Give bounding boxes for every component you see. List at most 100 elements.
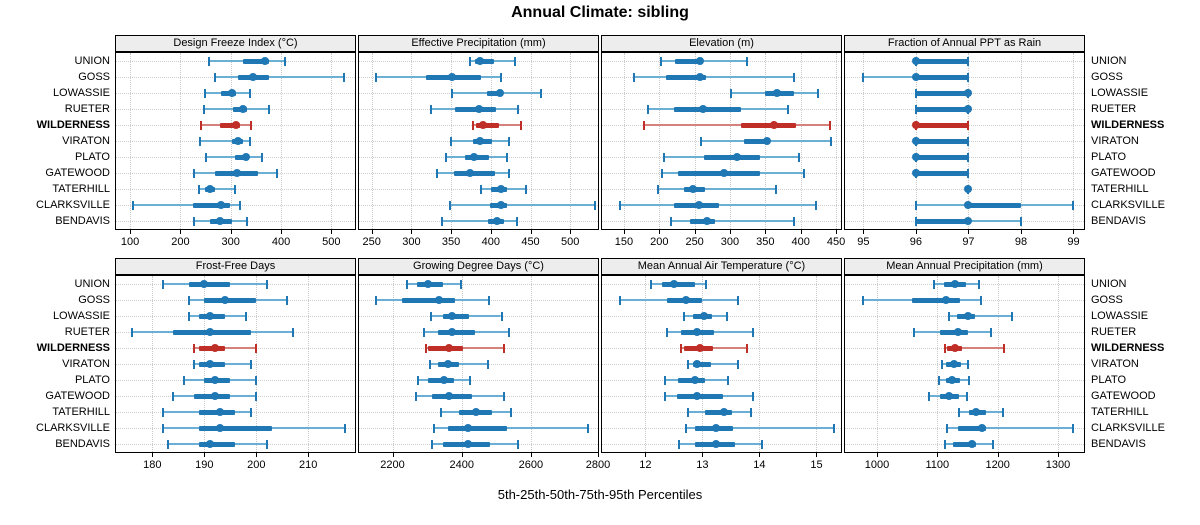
axis-tick-label: 100 xyxy=(120,236,140,248)
whisker-end-cap xyxy=(444,152,447,162)
whisker-end-cap xyxy=(539,88,542,98)
median-dot xyxy=(497,201,506,209)
interquartile-bar xyxy=(915,170,969,176)
median-dot xyxy=(694,201,703,209)
median-dot xyxy=(495,89,504,97)
axis-tick-label: 400 xyxy=(271,236,291,248)
interquartile-bar xyxy=(740,122,797,128)
median-dot xyxy=(763,137,772,145)
interquartile-bar xyxy=(968,202,1021,208)
site-label-right: TATERHILL xyxy=(1091,405,1149,418)
whisker-end-cap xyxy=(967,152,970,162)
interquartile-bar xyxy=(454,170,495,176)
axis-tick-label: 1000 xyxy=(864,459,890,471)
whisker-end-cap xyxy=(830,136,833,146)
whisker-end-cap xyxy=(250,407,253,417)
whisker-end-cap xyxy=(729,88,732,98)
median-dot xyxy=(205,312,214,320)
whisker-end-cap xyxy=(586,423,589,433)
whisker-end-cap xyxy=(524,184,527,194)
whisker-end-cap xyxy=(130,327,133,337)
median-dot xyxy=(711,440,720,448)
whisker-end-cap xyxy=(663,391,666,401)
panel-plot xyxy=(115,52,356,230)
site-label-right: CLARKSVILLE xyxy=(1091,421,1165,434)
site-label-right: VIRATON xyxy=(1091,357,1139,370)
site-label-right: GATEWOOD xyxy=(1091,166,1156,179)
median-dot xyxy=(210,344,219,352)
median-dot xyxy=(231,121,240,129)
whisker-end-cap xyxy=(342,72,345,82)
whisker-end-cap xyxy=(517,439,520,449)
median-dot xyxy=(964,105,973,113)
whisker-end-cap xyxy=(469,375,472,385)
interquartile-bar xyxy=(220,122,240,128)
site-label-right: TATERHILL xyxy=(1091,182,1149,195)
interquartile-bar xyxy=(705,409,733,415)
whisker-end-cap xyxy=(751,391,754,401)
percentile-whisker-line xyxy=(442,220,517,222)
site-label-left: TATERHILL xyxy=(52,182,110,195)
axis-tick xyxy=(152,453,154,457)
median-dot xyxy=(215,424,224,432)
interquartile-bar xyxy=(915,122,969,128)
median-dot xyxy=(949,360,958,368)
median-dot xyxy=(695,73,704,81)
whisker-end-cap xyxy=(1001,407,1004,417)
whisker-end-cap xyxy=(682,311,685,321)
axis-tick xyxy=(180,230,182,234)
percentile-whisker-line xyxy=(681,347,747,349)
whisker-end-cap xyxy=(172,391,175,401)
site-label-left: LOWASSIE xyxy=(52,309,110,322)
axis-tick xyxy=(816,453,818,457)
whisker-end-cap xyxy=(255,391,258,401)
median-dot xyxy=(689,185,698,193)
site-label-right: GOSS xyxy=(1091,70,1123,83)
panel-strip-label: Growing Degree Days (°C) xyxy=(413,260,544,272)
axis-tick-label: 350 xyxy=(756,236,775,248)
interquartile-bar xyxy=(915,154,969,160)
whisker-end-cap xyxy=(428,359,431,369)
site-label-left: WILDERNESS xyxy=(36,118,110,131)
whisker-end-cap xyxy=(736,359,739,369)
interquartile-bar xyxy=(953,441,976,447)
whisker-end-cap xyxy=(745,343,748,353)
whisker-end-cap xyxy=(977,279,980,289)
median-dot xyxy=(719,169,728,177)
axis-tick-label: 96 xyxy=(909,236,923,248)
whisker-end-cap xyxy=(941,359,944,369)
interquartile-bar xyxy=(915,218,969,224)
axis-tick xyxy=(598,453,599,457)
whisker-end-cap xyxy=(131,200,134,210)
whisker-end-cap xyxy=(261,152,264,162)
interquartile-bar xyxy=(674,58,704,64)
interquartile-bar xyxy=(744,138,771,144)
panel-plot xyxy=(115,275,356,453)
whisker-end-cap xyxy=(793,216,796,226)
axis-tick-label: 15 xyxy=(810,459,823,471)
whisker-end-cap xyxy=(255,343,258,353)
whisker-end-cap xyxy=(967,136,970,146)
whisker-end-cap xyxy=(500,311,503,321)
whisker-end-cap xyxy=(650,279,653,289)
whisker-end-cap xyxy=(508,136,511,146)
whisker-end-cap xyxy=(417,375,420,385)
percentile-whisker-line xyxy=(433,427,588,429)
percentile-whisker-line xyxy=(944,347,1005,349)
whisker-end-cap xyxy=(508,168,511,178)
percentile-whisker-line xyxy=(215,76,344,78)
grid-line-vertical xyxy=(598,276,599,452)
whisker-end-cap xyxy=(828,120,831,130)
axis-tick-label: 450 xyxy=(521,236,540,248)
whisker-end-cap xyxy=(268,104,271,114)
median-dot xyxy=(249,73,258,81)
axis-tick xyxy=(759,453,761,457)
interquartile-bar xyxy=(474,58,494,64)
site-label-right: WILDERNESS xyxy=(1091,118,1165,131)
whisker-end-cap xyxy=(760,439,763,449)
whisker-end-cap xyxy=(214,72,217,82)
whisker-end-cap xyxy=(471,120,474,130)
median-dot xyxy=(424,280,433,288)
median-dot xyxy=(448,312,457,320)
median-dot xyxy=(215,408,224,416)
